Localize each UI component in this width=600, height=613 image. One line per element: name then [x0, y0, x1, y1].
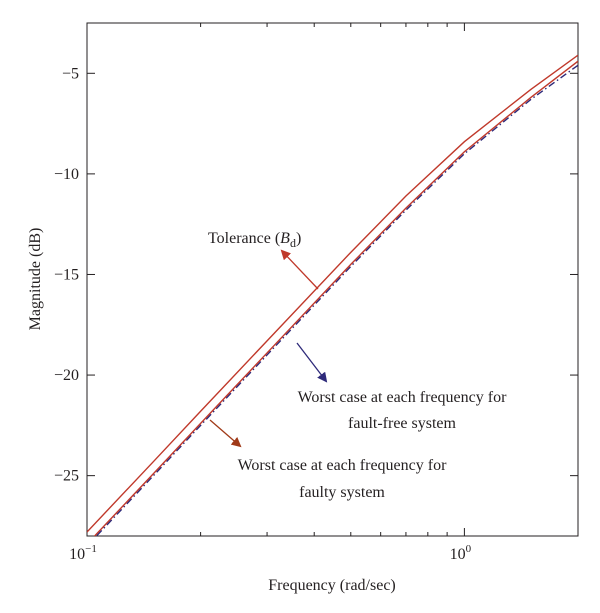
- fault-free-arrow: [296, 342, 328, 383]
- plot-frame: [86, 22, 579, 537]
- series-line-tolerance: [87, 54, 578, 533]
- faulty-annotation-line1: Worst case at each frequency for: [238, 457, 447, 474]
- series-line-faulty: [93, 60, 578, 536]
- tolerance-annotation: Tolerance (Bd): [208, 230, 301, 250]
- x-tick-label: 10−1: [69, 543, 97, 563]
- faulty-arrow: [209, 419, 242, 448]
- axis-tick-labels: −5 −10 −15 −20 −25 10−1 100: [54, 65, 472, 563]
- series-line-fault-free: [95, 64, 578, 536]
- y-tick-label: −20: [54, 367, 79, 384]
- y-tick-label: −25: [54, 468, 79, 485]
- y-tick-label: −5: [62, 65, 79, 82]
- x-tick-label: 100: [450, 543, 472, 563]
- axis-ticks: [86, 23, 578, 536]
- series-layer: [87, 54, 578, 536]
- fault-free-annotation-line2: fault-free system: [348, 415, 457, 432]
- faulty-annotation-line2: faulty system: [299, 484, 385, 501]
- fault-free-annotation-line1: Worst case at each frequency for: [298, 389, 507, 406]
- y-tick-label: −10: [54, 166, 79, 183]
- x-axis-label: Frequency (rad/sec): [268, 577, 396, 594]
- y-axis-label: Magnitude (dB): [27, 228, 44, 331]
- tolerance-arrow: [280, 249, 319, 290]
- y-tick-label: −15: [54, 266, 79, 283]
